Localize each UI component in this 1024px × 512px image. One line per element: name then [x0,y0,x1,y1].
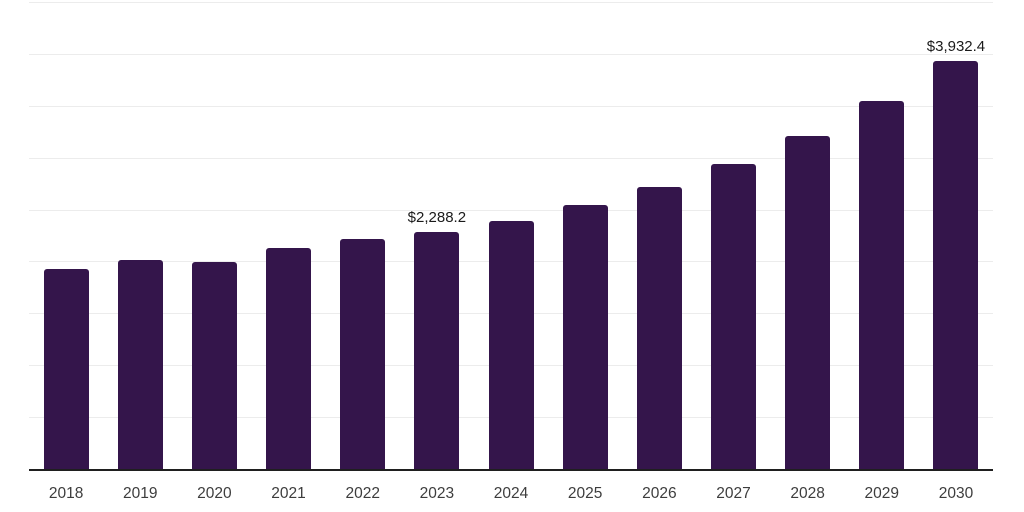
bar-group-2021 [251,2,325,469]
bar-2028 [785,136,831,469]
gridline [29,209,993,211]
x-tick-2022: 2022 [345,485,380,502]
x-tick-2020: 2020 [197,485,232,502]
gridline [29,105,993,107]
bar-value-label-2023: $2,288.2 [407,208,467,226]
x-tick-2028: 2028 [790,485,825,502]
bar-group-2025 [548,2,622,469]
gridline [29,157,993,159]
gridline [29,2,993,3]
plot-area: $2,288.2 $3,932.4 [29,2,993,471]
x-tick-2030: 2030 [938,485,974,502]
x-tick-2024: 2024 [493,485,529,502]
bar-2023 [414,231,460,469]
bar-2025 [562,205,608,469]
bar-group-2023: $2,288.2 [400,2,474,469]
bar-2030 [933,60,979,469]
bars-row: $2,288.2 $3,932.4 [29,2,993,469]
bar-2027 [710,164,756,469]
bar-group-2030: $3,932.4 [919,2,993,469]
bar-group-2026 [622,2,696,469]
bar-2019 [117,259,163,469]
x-axis-labels: 2018 2019 2020 2021 2022 2023 2024 2025 2026 2027… [29,486,993,502]
bar-group-2024 [474,2,548,469]
bar-group-2028 [771,2,845,469]
x-tick-2019: 2019 [122,485,158,502]
bar-2024 [488,220,534,469]
bar-group-2020 [177,2,251,469]
bar-2018 [43,269,89,469]
x-tick-2025: 2025 [567,485,603,502]
bar-group-2019 [103,2,177,469]
bar-group-2018 [29,2,103,469]
bar-2022 [340,238,386,469]
x-axis-line [29,469,993,471]
bar-group-2022 [326,2,400,469]
bar-2021 [266,247,312,469]
bar-group-2029 [845,2,919,469]
gridline [29,53,993,55]
x-tick-2021: 2021 [271,485,306,502]
bar-2020 [191,262,237,469]
bar-value-label-2030: $3,932.4 [926,37,986,55]
x-tick-2026: 2026 [642,485,677,502]
x-tick-2023: 2023 [419,485,455,502]
bar-2029 [859,101,905,469]
x-tick-2029: 2029 [864,485,900,502]
bar-2026 [636,186,682,469]
bar-group-2027 [696,2,770,469]
x-tick-2018: 2018 [48,485,84,502]
x-tick-2027: 2027 [716,485,751,502]
